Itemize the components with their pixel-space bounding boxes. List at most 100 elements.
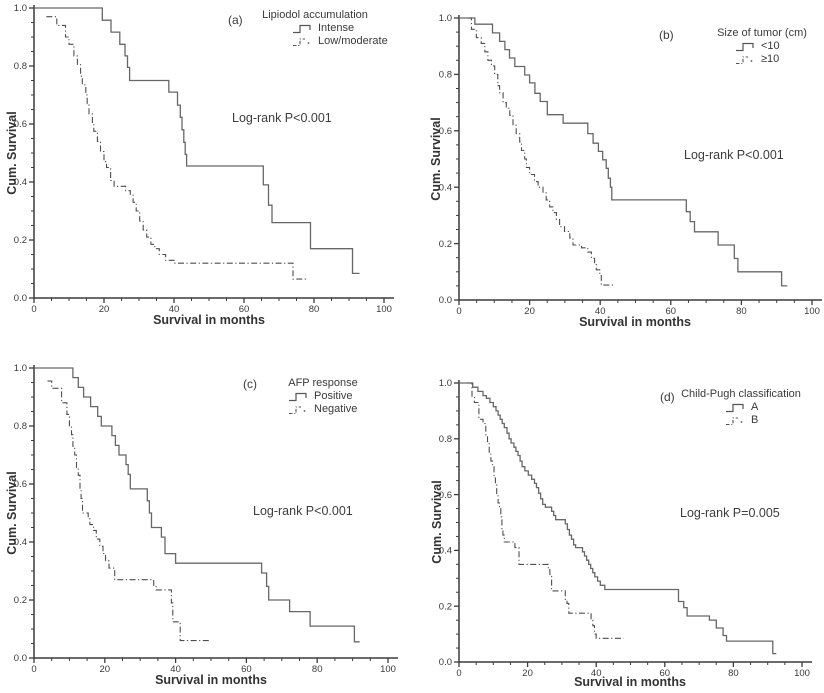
y-tick-label: 0.0 — [439, 295, 452, 306]
legend-entry-label: Negative — [314, 403, 358, 415]
x-tick-label: 40 — [170, 664, 181, 675]
x-tick-label: 60 — [239, 304, 250, 315]
solid-step-line-icon — [736, 42, 754, 51]
survival-curve-solid — [34, 7, 360, 275]
y-tick-label: 0.4 — [439, 546, 452, 557]
x-tick-label: 20 — [522, 668, 533, 679]
x-tick-label: 20 — [99, 304, 110, 315]
y-tick-label: 1.0 — [14, 363, 27, 374]
x-tick-label: 0 — [31, 304, 36, 315]
legend-entry-label: ≥10 — [761, 53, 780, 65]
x-tick-label: 0 — [456, 668, 461, 679]
x-axis-label: Survival in months — [574, 675, 686, 689]
legend-entry-label: Positive — [314, 390, 353, 402]
legend: Size of tumor (cm) <10 ≥10 — [697, 27, 824, 65]
legend-entry-label: <10 — [761, 40, 780, 52]
dashdot-step-line-icon — [726, 416, 743, 425]
y-tick-label: 1.0 — [439, 378, 452, 389]
legend: Lipiodol accumulation Intense Low/modera… — [250, 9, 388, 47]
panel-label: (b) — [659, 28, 674, 42]
x-axis-label: Survival in months — [153, 313, 265, 327]
survival-curve-dashdot — [46, 16, 307, 280]
y-tick-label: 0.2 — [14, 595, 27, 606]
legend-title: Child-Pugh classification — [681, 388, 801, 400]
legend: Child-Pugh classification A B — [670, 388, 812, 426]
solid-step-line-icon — [726, 403, 744, 412]
log-rank-p-value: Log-rank P=0.005 — [680, 506, 780, 520]
legend-entry: B — [725, 414, 812, 426]
legend-entry: Intense — [292, 22, 380, 34]
survival-curve-solid — [459, 17, 788, 287]
y-tick-label: 0.8 — [14, 61, 27, 72]
x-tick-label: 80 — [309, 304, 320, 315]
legend-title: Size of tumor (cm) — [717, 27, 807, 39]
y-tick-label: 0.6 — [439, 126, 452, 137]
y-tick-label: 0.2 — [14, 235, 27, 246]
x-tick-label: 40 — [169, 304, 180, 315]
y-axis-label: Cum. Survival — [430, 480, 444, 564]
survival-curve-solid — [459, 382, 777, 655]
panel-label: (d) — [660, 390, 675, 404]
y-tick-label: 0.6 — [14, 479, 27, 490]
x-axis-label: Survival in months — [155, 673, 267, 687]
legend-entry-label: Low/moderate — [318, 35, 388, 47]
panel-label: (c) — [243, 377, 257, 391]
y-tick-label: 1.0 — [439, 13, 452, 24]
legend-entry: Negative — [288, 403, 388, 415]
survival-curve-dashdot — [467, 382, 624, 639]
y-tick-label: 0.0 — [14, 293, 27, 304]
km-panel-d: 0 20 40 60 80 100 0.0 0.2 0.4 0.6 0.8 1.0 (d) Child… — [412, 340, 824, 693]
x-tick-label: 60 — [241, 664, 252, 675]
y-tick-label: 0.4 — [14, 177, 27, 188]
legend-entry: Low/moderate — [292, 35, 388, 47]
y-tick-label: 0.2 — [439, 239, 452, 250]
x-axis-label: Survival in months — [579, 315, 691, 329]
legend-entry: A — [725, 401, 812, 413]
y-axis-label: Cum. Survival — [5, 471, 19, 555]
x-tick-label: 80 — [728, 668, 739, 679]
km-panel-c: 0 20 40 60 80 100 0.0 0.2 0.4 0.6 0.8 1.0 (c) AFP r… — [0, 340, 412, 693]
x-tick-label: 0 — [31, 664, 36, 675]
x-tick-label: 100 — [380, 664, 396, 675]
panel-label: (a) — [228, 13, 243, 27]
x-tick-label: 40 — [591, 668, 602, 679]
log-rank-p-value: Log-rank P<0.001 — [684, 148, 784, 162]
y-tick-label: 0.8 — [439, 70, 452, 81]
x-tick-label: 0 — [456, 306, 461, 317]
km-plot-d: 0 20 40 60 80 100 0.0 0.2 0.4 0.6 0.8 1.0 — [439, 378, 812, 679]
y-tick-label: 0.4 — [14, 537, 27, 548]
x-tick-label: 100 — [804, 306, 820, 317]
survival-curve-dashdot — [47, 380, 211, 642]
y-tick-label: 0.4 — [439, 182, 452, 193]
y-tick-label: 0.8 — [439, 434, 452, 445]
survival-curve-solid — [34, 367, 360, 643]
km-plot-c: 0 20 40 60 80 100 0.0 0.2 0.4 0.6 0.8 1.0 — [14, 363, 398, 675]
y-tick-label: 0.8 — [14, 421, 27, 432]
legend-entry: Positive — [288, 390, 388, 402]
log-rank-p-value: Log-rank P<0.001 — [253, 504, 353, 518]
legend-title: Lipiodol accumulation — [262, 9, 368, 21]
legend-entry-label: A — [751, 401, 759, 413]
x-tick-label: 60 — [660, 668, 671, 679]
legend-title: AFP response — [288, 377, 358, 389]
km-panel-a: 0 20 40 60 80 100 0.0 0.2 0.4 0.6 0.8 1.0 (a) Lipio… — [0, 0, 412, 340]
y-tick-label: 0.6 — [439, 490, 452, 501]
solid-step-line-icon — [289, 392, 307, 401]
x-tick-label: 60 — [666, 306, 677, 317]
km-panel-b: 0 20 40 60 80 100 0.0 0.2 0.4 0.6 0.8 1.0 (b) Size … — [412, 0, 824, 340]
dashdot-step-line-icon — [289, 405, 306, 414]
x-tick-label: 80 — [312, 664, 323, 675]
y-tick-label: 0.2 — [439, 601, 452, 612]
y-tick-label: 0.0 — [14, 653, 27, 664]
x-tick-label: 20 — [100, 664, 111, 675]
legend-entry-label: Intense — [318, 22, 355, 34]
x-tick-label: 100 — [376, 304, 392, 315]
x-tick-label: 100 — [794, 668, 810, 679]
legend-entry: <10 — [735, 40, 824, 52]
dashdot-step-line-icon — [293, 37, 310, 46]
y-tick-label: 0.6 — [14, 119, 27, 130]
log-rank-p-value: Log-rank P<0.001 — [232, 111, 332, 125]
y-tick-label: 1.0 — [14, 3, 27, 14]
legend: AFP response Positive Negative — [258, 377, 388, 415]
y-axis-label: Cum. Survival — [429, 117, 443, 201]
